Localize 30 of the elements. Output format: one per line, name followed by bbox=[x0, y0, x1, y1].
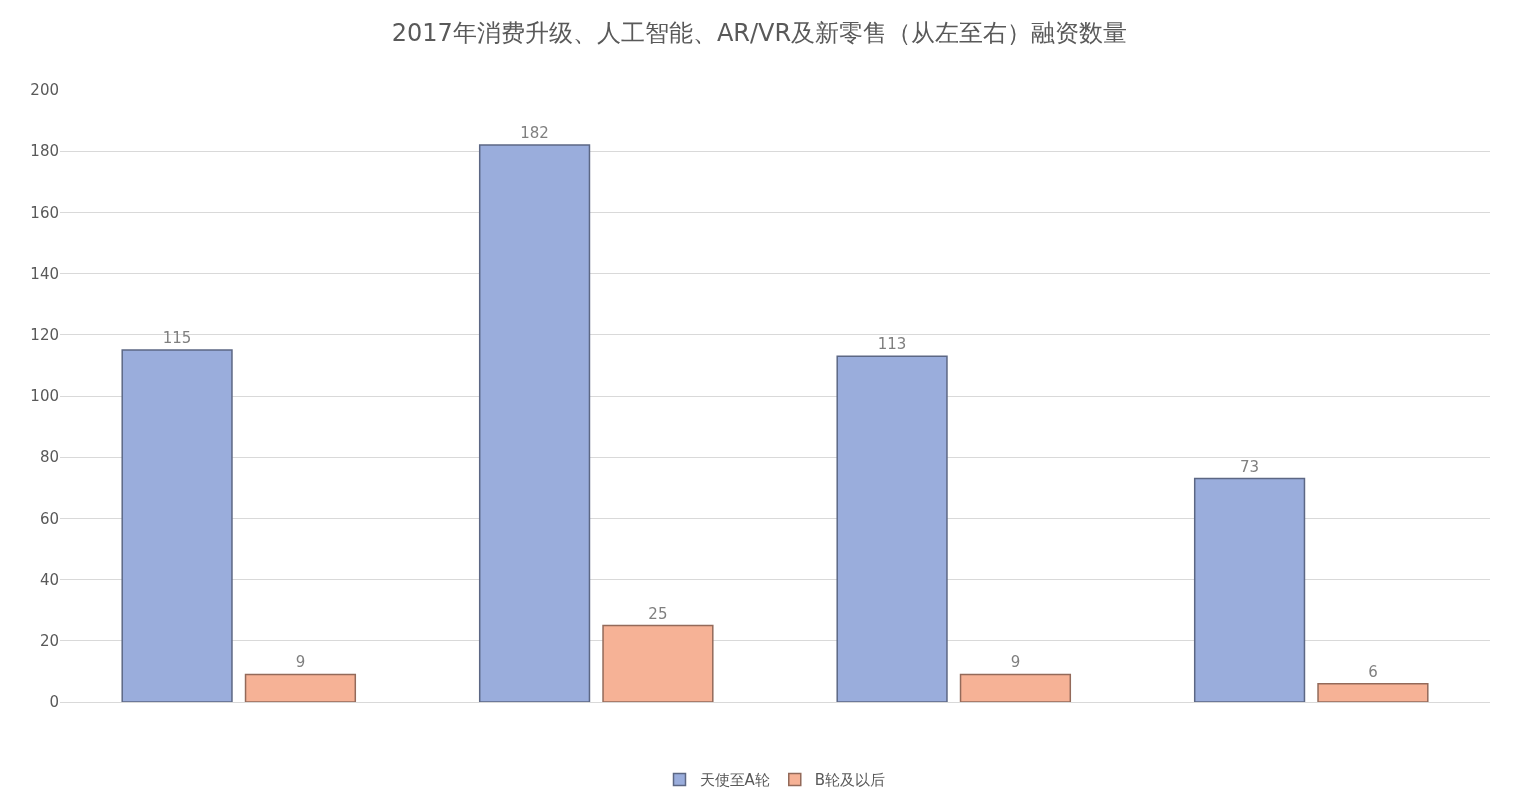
y-tick-label: 0 bbox=[49, 693, 59, 712]
data-label: 9 bbox=[295, 653, 306, 672]
bar bbox=[836, 355, 948, 702]
y-tick-label: 60 bbox=[39, 509, 59, 528]
y-tick-label: 100 bbox=[30, 387, 59, 406]
data-label: 73 bbox=[1240, 457, 1260, 476]
chart-title: 2017年消费升级、人工智能、AR/VR及新零售（从左至右）融资数量 bbox=[391, 19, 1128, 48]
y-tick-label: 200 bbox=[30, 81, 59, 100]
y-tick-label: 180 bbox=[30, 142, 59, 161]
data-label: 115 bbox=[162, 329, 192, 348]
y-tick-label: 160 bbox=[30, 203, 59, 222]
bar bbox=[1193, 477, 1306, 702]
y-tick-label: 120 bbox=[30, 326, 59, 345]
data-label: 9 bbox=[1010, 653, 1021, 672]
bar bbox=[959, 673, 1072, 702]
y-tick-label: 20 bbox=[39, 632, 59, 651]
bar bbox=[1317, 682, 1429, 702]
y-tick-label: 40 bbox=[39, 570, 59, 589]
bar bbox=[121, 349, 233, 702]
data-label: 25 bbox=[648, 604, 668, 623]
data-label: 182 bbox=[520, 124, 549, 143]
legend-label: 天使至A轮 bbox=[699, 771, 770, 790]
bar bbox=[478, 144, 591, 702]
y-tick-label: 140 bbox=[30, 264, 59, 283]
bar bbox=[244, 673, 357, 702]
data-label: 6 bbox=[1368, 662, 1378, 681]
data-label: 113 bbox=[877, 335, 907, 354]
legend-label: B轮及以后 bbox=[814, 771, 886, 790]
bar bbox=[602, 624, 714, 702]
y-tick-label: 80 bbox=[39, 448, 59, 467]
